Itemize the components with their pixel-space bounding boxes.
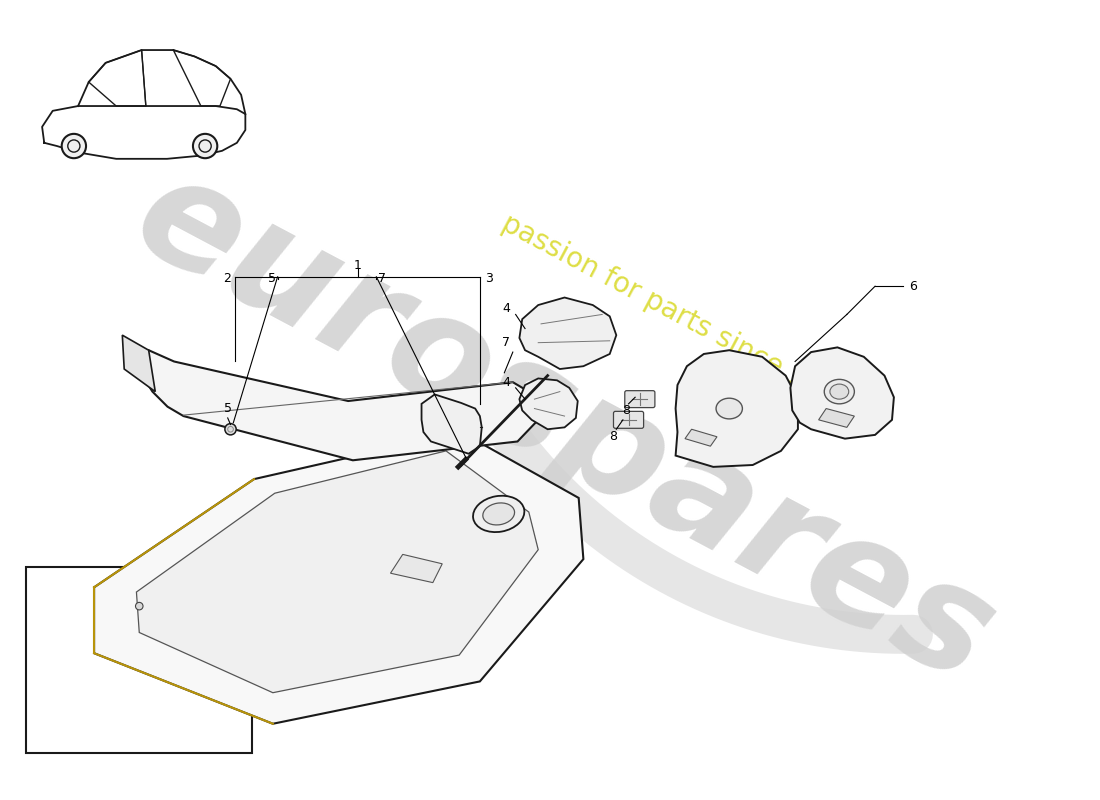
Text: eurospares: eurospares [112,141,1018,714]
Text: 3: 3 [485,272,493,285]
Polygon shape [95,432,583,724]
Circle shape [224,423,236,435]
Ellipse shape [716,398,742,419]
Polygon shape [675,350,798,467]
Circle shape [192,134,218,158]
Text: 6: 6 [909,280,916,293]
Polygon shape [519,298,616,369]
Polygon shape [421,394,482,454]
Text: 4: 4 [502,376,510,389]
Text: 1: 1 [353,259,362,272]
Polygon shape [519,378,578,430]
Ellipse shape [483,503,515,525]
Text: 7: 7 [503,336,510,349]
Text: 5: 5 [223,402,232,415]
Polygon shape [122,335,155,392]
Polygon shape [791,347,894,438]
Polygon shape [818,409,855,427]
Polygon shape [685,430,717,446]
Text: 8: 8 [621,404,629,417]
Ellipse shape [829,384,849,399]
Text: 2: 2 [222,272,231,285]
Text: 4: 4 [502,302,510,315]
Polygon shape [390,554,442,582]
Text: 8: 8 [609,430,617,443]
Bar [26,566,252,753]
Polygon shape [136,350,538,460]
Circle shape [135,602,143,610]
FancyBboxPatch shape [625,390,654,408]
Polygon shape [136,451,538,693]
Ellipse shape [824,379,855,404]
Text: passion for parts since 1985: passion for parts since 1985 [497,210,858,419]
Circle shape [62,134,86,158]
FancyBboxPatch shape [614,411,644,428]
Text: 5: 5 [267,272,276,285]
Text: 7: 7 [378,272,386,285]
Ellipse shape [473,496,525,532]
